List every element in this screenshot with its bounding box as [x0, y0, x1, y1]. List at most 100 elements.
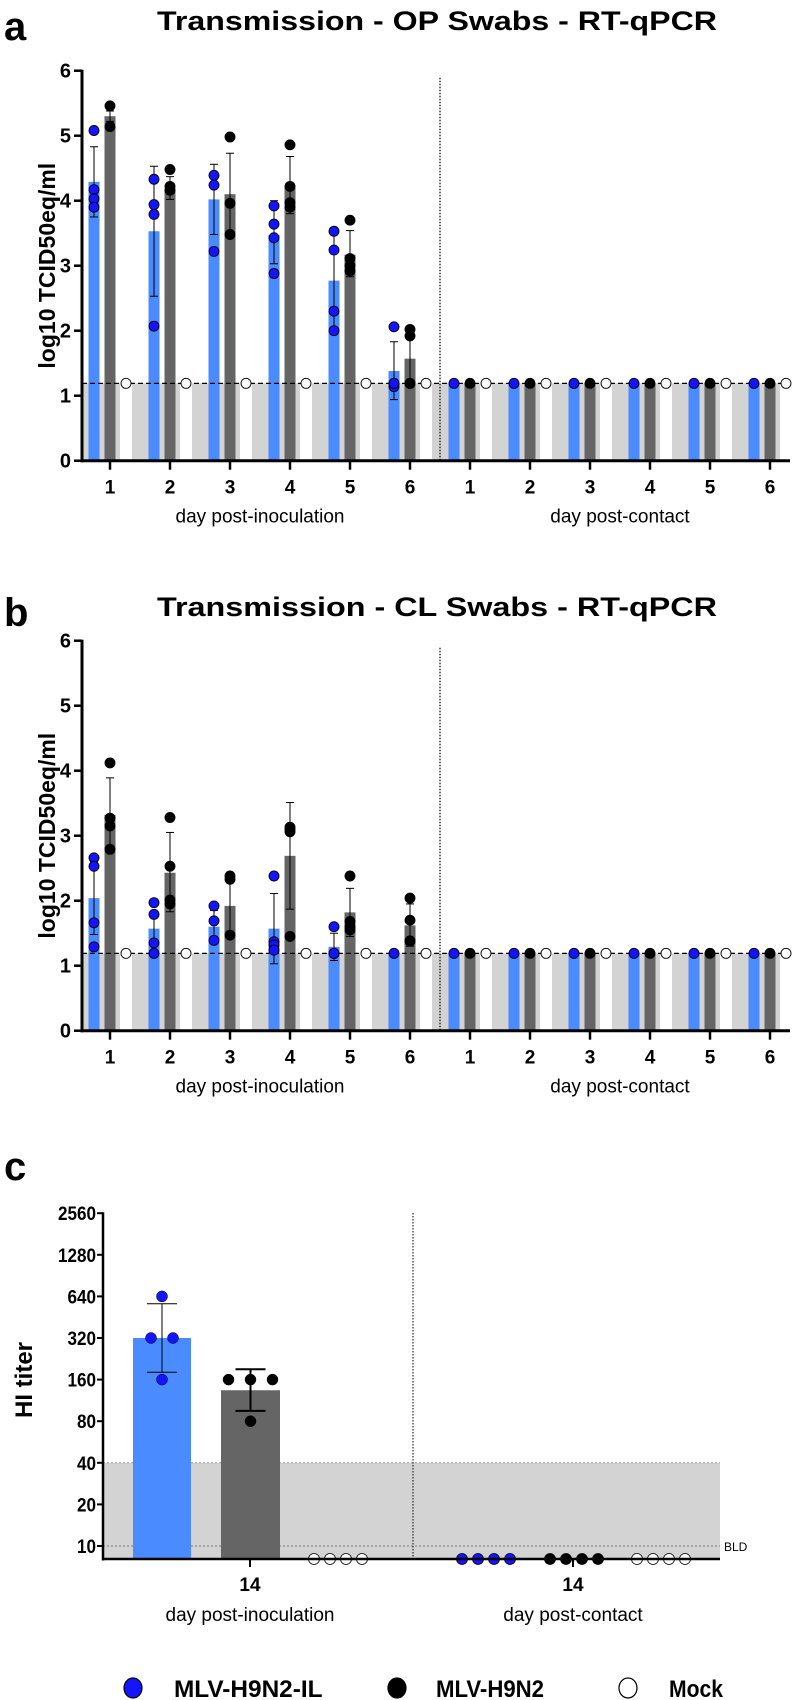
detection-limit-label: BLD — [724, 1540, 748, 1554]
point-mlv-h9n2 — [104, 757, 116, 769]
point-mock — [360, 947, 372, 959]
point-mlv-h9n2 — [104, 820, 116, 832]
chart-title: Transmission - OP Swabs - RT-qPCR — [157, 6, 717, 36]
x-tick-label: 4 — [645, 478, 656, 499]
x-tick-label: 14 — [239, 1575, 261, 1596]
x-group-label: day post-inoculation — [166, 1605, 335, 1626]
point-mlv-h9n2-il — [688, 377, 700, 389]
point-mock — [240, 377, 252, 389]
point-mlv-h9n2 — [284, 931, 296, 942]
bar-mlv-h9n2-il-6 — [448, 383, 460, 461]
point-mlv-h9n2 — [284, 201, 296, 213]
bar-mlv-h9n2-il-3 — [268, 928, 280, 1031]
bar-mlv-h9n2-il-7 — [508, 383, 520, 461]
bar-mlv-h9n2-10 — [704, 383, 716, 461]
x-tick-label: 6 — [405, 478, 416, 499]
point-mock — [420, 377, 432, 389]
point-mlv-h9n2-il — [148, 937, 160, 949]
bar-mlv-h9n2-il-11 — [748, 383, 760, 461]
bar-mlv-h9n2-0 — [104, 116, 116, 461]
point-mlv-h9n2-il — [208, 169, 220, 181]
bar-mlv-h9n2-3 — [284, 855, 296, 1031]
point-mlv-h9n2-il — [268, 870, 280, 882]
point-mlv-h9n2 — [224, 131, 236, 143]
mock-gap — [300, 383, 312, 461]
point-mlv-h9n2-il — [167, 1332, 179, 1344]
bar-mlv-h9n2-il-5 — [388, 371, 400, 461]
point-mlv-h9n2-il — [268, 200, 280, 212]
y-tick-label: 20 — [77, 1495, 96, 1516]
point-mlv-h9n2 — [404, 377, 416, 389]
y-tick-label: 160 — [68, 1371, 97, 1392]
y-tick-label: 1280 — [58, 1246, 96, 1267]
point-mlv-h9n2-il — [156, 1373, 168, 1386]
y-tick-label: 6 — [60, 61, 71, 83]
y-tick-label: 4 — [60, 761, 72, 783]
x-tick-label: 14 — [562, 1575, 584, 1596]
point-mlv-h9n2 — [104, 100, 116, 112]
y-axis-label: HI titer — [11, 1342, 38, 1418]
y-axis-label: log10 TCID50eq/ml — [34, 163, 60, 369]
point-mock — [180, 377, 192, 389]
point-mlv-h9n2-il — [388, 377, 400, 389]
y-tick-label: 0 — [60, 1021, 71, 1043]
point-mlv-h9n2 — [284, 826, 296, 838]
y-tick-label: 10 — [77, 1537, 96, 1558]
point-mock — [480, 947, 492, 959]
point-mlv-h9n2-il — [88, 860, 100, 872]
point-mock — [660, 947, 672, 959]
point-mlv-h9n2 — [104, 121, 116, 133]
point-mlv-h9n2-il — [148, 897, 160, 909]
x-tick-label: 4 — [285, 478, 296, 499]
mock-gap — [480, 953, 492, 1031]
mock-gap — [420, 953, 432, 1031]
legend-item-mlv-h9n2: MLV-H9N2 — [387, 1676, 544, 1700]
mock-gap — [720, 953, 732, 1031]
legend: MLV-H9N2-IL MLV-H9N2 Mock — [123, 1676, 724, 1700]
x-tick-label: 2 — [165, 478, 176, 499]
point-mlv-h9n2-il — [148, 947, 160, 959]
bar-mlv-h9n2-il-1 — [148, 231, 160, 461]
point-mlv-h9n2 — [404, 914, 416, 926]
y-tick-label: 2560 — [58, 1204, 96, 1225]
point-mlv-h9n2-il — [448, 947, 460, 959]
x-tick-label: 1 — [465, 478, 476, 499]
point-mlv-h9n2-il — [328, 305, 340, 317]
bar-mlv-h9n2-il-7 — [508, 953, 520, 1031]
point-mock — [180, 947, 192, 959]
point-mlv-h9n2-il — [148, 208, 160, 220]
bar-mlv-h9n2-5 — [404, 925, 416, 1031]
panel-c: c BLD 10 20 40 80 160 320 640 1280 2560 14 day post-… — [4, 1145, 748, 1626]
point-mlv-h9n2 — [464, 947, 476, 959]
x-tick-label: 4 — [645, 1048, 656, 1069]
below-threshold-band — [103, 1462, 720, 1559]
y-tick-label: 3 — [60, 826, 71, 848]
point-mlv-h9n2-il — [145, 1332, 157, 1344]
bar-mlv-h9n2-il-9 — [628, 383, 640, 461]
bar-mlv-h9n2-3 — [284, 187, 296, 461]
point-mlv-h9n2-il — [448, 377, 460, 389]
point-mlv-h9n2-il — [328, 244, 340, 256]
point-mock — [780, 947, 792, 959]
bar-mlv-h9n2-6 — [464, 953, 476, 1031]
bar-mlv-h9n2-il-0 — [88, 898, 100, 1031]
point-mlv-h9n2-il — [148, 908, 160, 920]
x-group-label: day post-inoculation — [176, 507, 345, 528]
mock-gap — [480, 383, 492, 461]
point-mlv-h9n2 — [344, 924, 356, 936]
bar-mlv-h9n2-il-2 — [208, 926, 220, 1031]
mock-gap — [600, 383, 612, 461]
point-mlv-h9n2-il — [748, 377, 760, 389]
point-mlv-h9n2 — [704, 377, 716, 389]
point-mlv-h9n2-il — [148, 173, 160, 185]
x-tick-label: 5 — [705, 478, 716, 499]
point-mlv-h9n2 — [224, 929, 236, 941]
mock-gap — [360, 383, 372, 461]
point-mlv-h9n2-il — [688, 947, 700, 959]
y-tick-label: 3 — [60, 256, 71, 278]
y-axis-label: log10 TCID50eq/ml — [34, 733, 60, 939]
x-tick-label: 3 — [225, 1048, 236, 1069]
y-tick-label: 5 — [60, 126, 71, 148]
bar-mlv-h9n2-11 — [764, 383, 776, 461]
point-mock — [120, 377, 132, 389]
